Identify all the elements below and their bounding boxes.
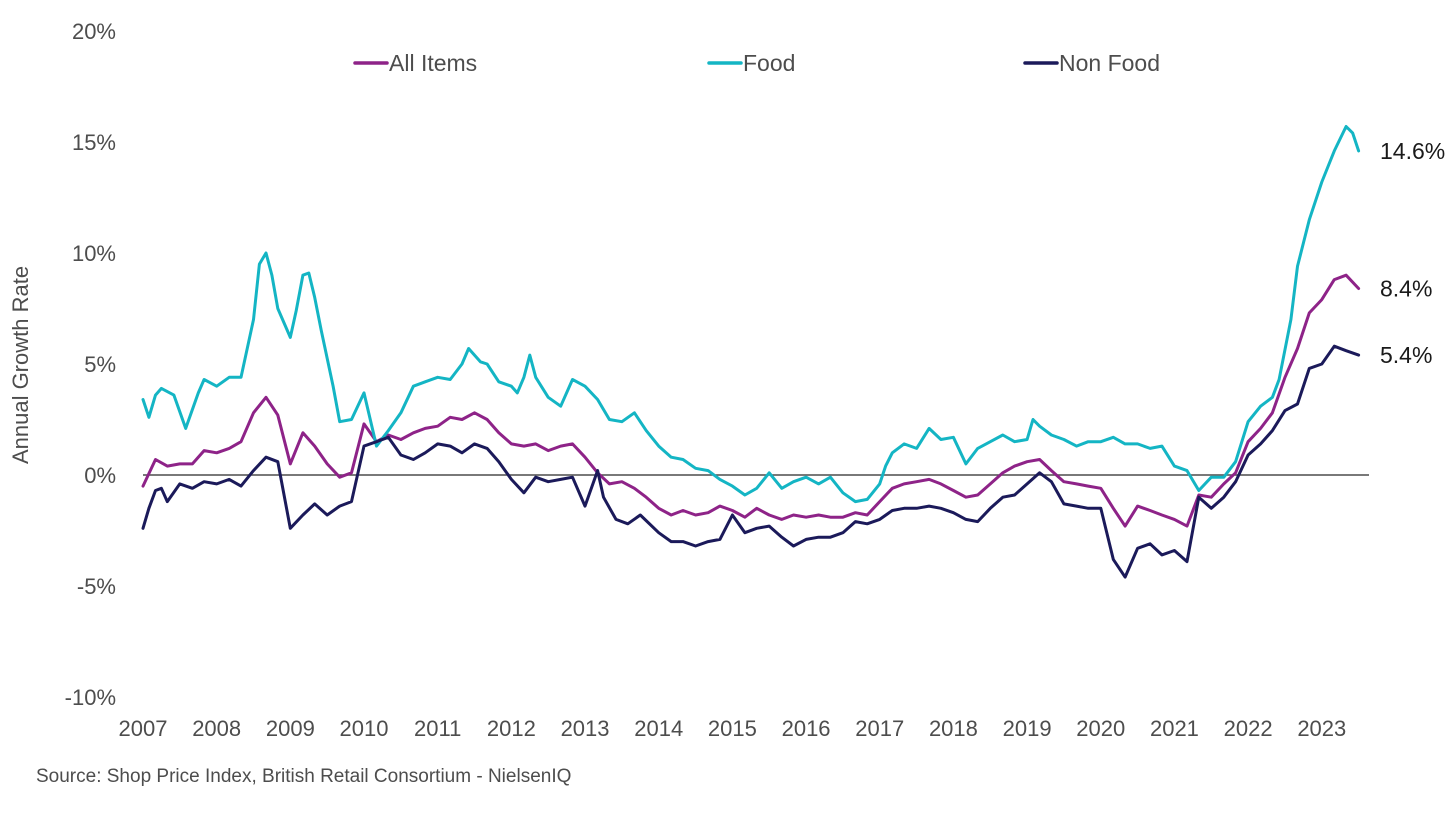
x-tick-label: 2019 <box>1003 716 1052 741</box>
series-lines <box>141 125 1361 579</box>
x-tick-label: 2018 <box>929 716 978 741</box>
y-tick-label: -10% <box>65 685 116 710</box>
y-tick-label: 10% <box>72 241 116 266</box>
legend: All Items Food Non Food <box>353 50 1160 76</box>
x-tick-label: 2017 <box>855 716 904 741</box>
series-line-food <box>141 125 1361 504</box>
line-chart: -10% -5% 0% 5% 10% 15% 20% 2007 2008 2009 2010 201… <box>8 19 1445 741</box>
legend-label: All Items <box>389 50 477 76</box>
x-tick-label: 2014 <box>634 716 683 741</box>
x-tick-label: 2020 <box>1076 716 1125 741</box>
series-line-all-items <box>141 273 1361 528</box>
y-axis: -10% -5% 0% 5% 10% 15% 20% <box>65 19 116 710</box>
x-tick-label: 2013 <box>561 716 610 741</box>
y-tick-label: -5% <box>77 574 116 599</box>
x-axis: 2007 2008 2009 2010 2011 2012 2013 2014 2015 2016… <box>119 716 1347 741</box>
legend-label: Non Food <box>1059 50 1160 76</box>
x-tick-label: 2021 <box>1150 716 1199 741</box>
y-tick-label: 0% <box>84 463 116 488</box>
legend-label: Food <box>743 50 795 76</box>
end-labels: 8.4% 14.6% 5.4% <box>1380 138 1445 368</box>
y-tick-label: 20% <box>72 19 116 44</box>
x-tick-label: 2016 <box>782 716 831 741</box>
end-label-all-items: 8.4% <box>1380 276 1432 302</box>
x-tick-label: 2008 <box>192 716 241 741</box>
x-tick-label: 2007 <box>119 716 168 741</box>
source-note: Source: Shop Price Index, British Retail… <box>36 766 572 787</box>
y-tick-label: 5% <box>84 352 116 377</box>
series-line-non-food <box>141 344 1361 579</box>
x-tick-label: 2022 <box>1224 716 1273 741</box>
end-label-non-food: 5.4% <box>1380 342 1432 368</box>
end-label-food: 14.6% <box>1380 138 1445 164</box>
x-tick-label: 2009 <box>266 716 315 741</box>
x-tick-label: 2023 <box>1297 716 1346 741</box>
x-tick-label: 2010 <box>340 716 389 741</box>
x-tick-label: 2015 <box>708 716 757 741</box>
y-axis-title: Annual Growth Rate <box>8 266 33 464</box>
y-tick-label: 15% <box>72 130 116 155</box>
x-tick-label: 2012 <box>487 716 536 741</box>
x-tick-label: 2011 <box>414 716 461 741</box>
